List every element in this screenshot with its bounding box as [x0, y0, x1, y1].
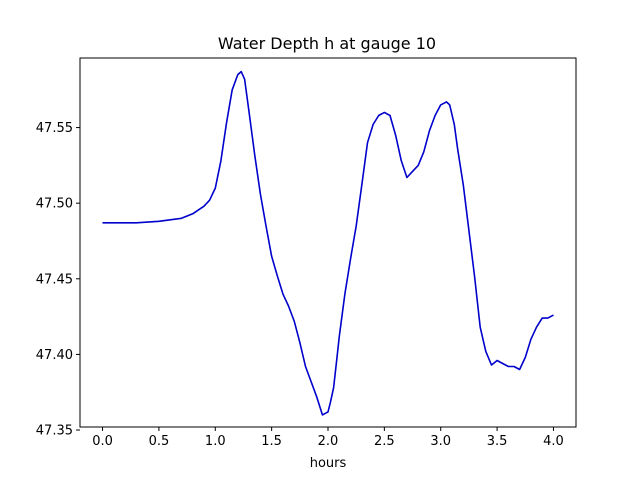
x-tick-label: 0.5	[149, 434, 170, 449]
x-tick-label: 2.5	[374, 434, 395, 449]
y-tick-label: 47.50	[36, 197, 73, 212]
x-tick-label: 3.5	[487, 434, 508, 449]
x-axis-label: hours	[310, 456, 347, 471]
plot-area	[102, 70, 554, 416]
y-tick-label: 47.45	[36, 272, 73, 287]
chart-title: Water Depth h at gauge 10	[218, 34, 436, 53]
y-tick-label: 47.55	[36, 121, 73, 136]
series-line	[102, 70, 554, 416]
x-tick-label: 1.5	[261, 434, 282, 449]
x-tick-label: 0.0	[92, 434, 113, 449]
x-tick-label: 1.0	[205, 434, 226, 449]
x-tick-label: 2.0	[318, 434, 339, 449]
y-tick-label: 47.35	[36, 424, 73, 439]
x-tick-label: 4.0	[543, 434, 564, 449]
y-tick-label: 47.40	[36, 348, 73, 363]
axis-ticks: 0.0 0.5 1.0 1.5 2.0 2.5 3.0 3.5 4.0 47.35 47.40 47.…	[36, 121, 564, 449]
axes-frame	[79, 57, 577, 428]
x-tick-label: 3.0	[430, 434, 451, 449]
